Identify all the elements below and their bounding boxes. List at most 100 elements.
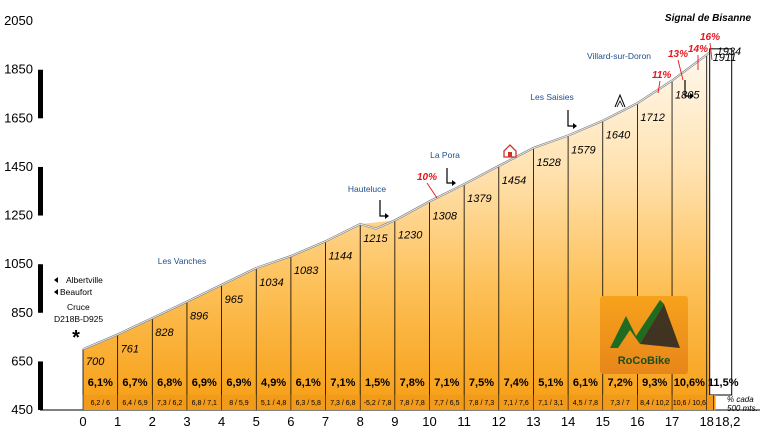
y-tick-label: 450: [11, 402, 33, 417]
grade-label: 7,2%: [608, 377, 633, 389]
mountain-hut-icon: [503, 144, 517, 158]
y-tick-label: 1050: [4, 256, 33, 271]
chart-title: Signal de Bisanne: [665, 13, 752, 24]
grade-label: 6,8%: [157, 377, 182, 389]
grade-label: 7,4%: [504, 377, 529, 389]
altitude-label: 761: [121, 343, 139, 355]
x-tick-label: 12: [492, 414, 506, 429]
logo-mark-shadow: [640, 304, 680, 348]
grade-label: 7,1%: [330, 377, 355, 389]
altitude-label: 1712: [640, 112, 664, 124]
altitude-label: 1083: [294, 265, 319, 277]
legend-distance: 500 mts.: [727, 404, 758, 413]
altitude-label: 896: [190, 311, 209, 323]
y-tick-label: 1650: [4, 110, 33, 125]
x-tick-label: 8: [357, 414, 364, 429]
profile-line-highlight: [82, 48, 714, 350]
y-ruler-band: [38, 118, 43, 167]
y-ruler-band: [38, 361, 43, 410]
grade-label: 4,9%: [261, 377, 286, 389]
minmax-label: 6,4 / 6,9: [122, 400, 147, 407]
logo-mark: [610, 300, 664, 348]
x-tick-label: 0: [79, 414, 86, 429]
place-label: Villard-sur-Doron: [587, 51, 651, 61]
minmax-label: 7,3 / 6,2: [157, 400, 182, 407]
altitude-label: 700: [86, 356, 105, 368]
altitude-label: 1144: [329, 250, 353, 262]
grade-label: 6,1%: [573, 377, 598, 389]
arrow-right-icon: [567, 110, 573, 127]
x-tick-label: 11: [457, 414, 471, 429]
minmax-label: 6,8 / 7,1: [192, 400, 217, 407]
place-label: Les Saisies: [530, 92, 573, 102]
start-label-line-3: Cruce: [67, 302, 90, 312]
asterisk-icon: *: [72, 327, 80, 349]
y-tick-label: 1850: [4, 62, 33, 77]
place-annotations: Les Vanches Hauteluce La Pora Les Saisies Vi…: [158, 51, 694, 266]
altitude-label: 1034: [259, 277, 283, 289]
x-tick-label: 18: [699, 414, 713, 429]
altitude-label: 965: [225, 294, 244, 306]
x-tick-label: 3: [183, 414, 190, 429]
arrow-left-icon: [54, 277, 58, 283]
arrow-head-icon: [385, 213, 389, 219]
place-label: Hauteluce: [348, 184, 387, 194]
start-label-line-4: D218B-D925: [54, 314, 103, 324]
minmax-label: 7,1 / 7,6: [503, 400, 528, 407]
grade-label: 1,5%: [365, 377, 390, 389]
y-ruler-band: [38, 264, 43, 313]
x-tick-label: 4: [218, 414, 225, 429]
x-tick-label: 6: [287, 414, 294, 429]
grade-label: 6,1%: [296, 377, 321, 389]
minmax-labels: 6,2 / 6 6,4 / 6,9 7,3 / 6,2 6,8 / 7,1 8 / 5,…: [91, 400, 706, 407]
minmax-label: -5,2 / 7,8: [364, 400, 392, 407]
y-tick-label: 2050: [4, 13, 33, 28]
grade-label: 5,1%: [538, 377, 563, 389]
altitude-label: 1215: [363, 233, 388, 245]
x-tick-label: 14: [561, 414, 575, 429]
altitude-label: 1579: [571, 145, 595, 157]
altitude-labels: 700 761 828 896 965 1034 1083 1144 1215 1230 1308 1…: [86, 46, 741, 368]
legend-percent: % cada: [727, 395, 754, 404]
x-tick-label: 5: [253, 414, 260, 429]
grade-label: 11,5%: [708, 377, 739, 389]
ramp-label: 11%: [652, 70, 671, 81]
x-axis-tick-labels: 0 1 2 3 4 5 6 7 8 9 10 11 12 13 14 15 16 17 18 18,2: [79, 414, 740, 429]
arrow-right-icon: [379, 200, 385, 217]
x-tick-label: 2: [149, 414, 156, 429]
altitude-label: 1934: [717, 46, 741, 58]
arrow-head-icon: [573, 123, 577, 129]
x-tick-label: 17: [665, 414, 679, 429]
minmax-label: 7,3 / 7: [610, 400, 630, 407]
arrow-head-icon: [690, 93, 694, 99]
y-tick-label: 650: [11, 353, 33, 368]
y-ruler-band: [38, 166, 43, 216]
logo-text: RoCoBike: [618, 355, 671, 367]
ramp-label: 10%: [417, 172, 437, 183]
grade-labels: 6,1% 6,7% 6,8% 6,9% 6,9% 4,9% 6,1% 7,1% 1,5% 7,8%…: [88, 377, 739, 389]
tent-icon: [614, 93, 626, 108]
grade-label: 7,5%: [469, 377, 494, 389]
x-tick-label: 15: [596, 414, 610, 429]
minmax-label: 7,8 / 7,3: [469, 400, 494, 407]
x-tick-label: 7: [322, 414, 329, 429]
x-tick-label: 10: [422, 414, 436, 429]
altitude-label: 1379: [467, 193, 491, 205]
arrow-left-icon: [54, 289, 58, 295]
minmax-label: 4,5 / 7,8: [573, 400, 598, 407]
ramp-leader: [426, 182, 438, 199]
grade-label: 6,7%: [122, 377, 147, 389]
altitude-label: 1911: [713, 52, 737, 64]
y-axis-ruler: [38, 21, 43, 410]
altitude-label: 1308: [433, 210, 458, 222]
ramp-label: 14%: [688, 44, 708, 55]
start-label-line-1: Albertville: [66, 275, 103, 285]
altitude-label: 1230: [398, 229, 423, 241]
x-tick-label: 9: [391, 414, 398, 429]
y-tick-label: 1450: [4, 159, 33, 174]
start-label: Albertville Beaufort Cruce D218B-D925 *: [54, 275, 103, 349]
minmax-label: 6,3 / 5,8: [296, 400, 321, 407]
y-ruler-band: [38, 312, 43, 362]
arrow-right-icon: [446, 168, 452, 184]
place-label: La Pora: [430, 150, 460, 160]
